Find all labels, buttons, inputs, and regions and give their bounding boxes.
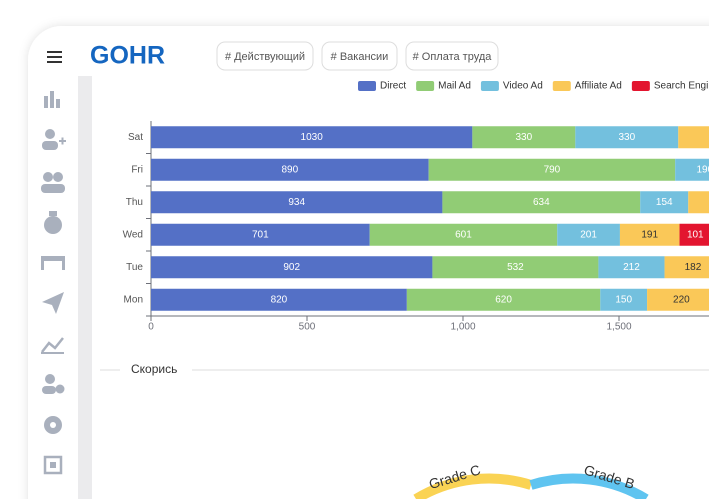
legend-label: Direct [380, 81, 406, 92]
value-label: 330 [515, 132, 532, 143]
legend-swatch [416, 81, 435, 91]
icon-add-user[interactable] [42, 129, 66, 150]
bar-segment [406, 288, 601, 311]
bar-segment [679, 223, 709, 246]
bar-segment [678, 126, 709, 149]
bar-segment [640, 191, 689, 214]
bar-segment [151, 223, 370, 246]
bar-segment [151, 256, 433, 279]
value-label: 902 [283, 262, 300, 273]
value-label: 601 [455, 229, 472, 240]
value-label: 101 [687, 229, 704, 240]
value-label: 212 [623, 262, 640, 273]
legend-swatch [480, 81, 499, 91]
tag[interactable]: # Действующий [216, 41, 314, 71]
legend-label: Affiliate Ad [575, 81, 622, 92]
icon-trend[interactable] [41, 337, 64, 354]
y-tick-label: Tue [126, 262, 143, 273]
x-tick-label: 1,000 [450, 322, 475, 333]
bar-segment [151, 288, 407, 311]
bar-segment [432, 256, 599, 279]
bar-segment [688, 191, 709, 214]
bar-segment [557, 223, 620, 246]
bar-segment [598, 256, 665, 279]
y-tick-label: Mon [124, 294, 143, 305]
value-label: 890 [281, 164, 298, 175]
value-label: 934 [288, 197, 305, 208]
tag[interactable]: # Вакансии [321, 41, 398, 71]
x-tick-label: 1,500 [606, 322, 631, 333]
value-label: 330 [618, 132, 635, 143]
icon-money[interactable] [44, 211, 62, 234]
bar-segment [428, 158, 676, 181]
legend-swatch [358, 81, 376, 91]
value-label: 620 [495, 294, 512, 305]
value-label: 220 [673, 294, 690, 305]
tag-label: # Оплата труда [413, 51, 493, 63]
sidebar [41, 91, 66, 475]
value-label: 150 [615, 294, 632, 305]
bar-segment [151, 191, 443, 214]
chart: 0 500 1,000 1,500 Mon Tue Wed Thu Fri Sat 820 902 70… [123, 81, 709, 333]
value-label: 154 [656, 197, 673, 208]
bar-segment [151, 158, 429, 181]
icon-user-settings[interactable] [42, 374, 65, 394]
y-tick-label: Sat [128, 132, 143, 143]
tag-label: # Вакансии [331, 51, 389, 63]
legend-label: Mail Ad [438, 81, 471, 92]
icon-chip[interactable] [43, 455, 63, 475]
tag-label: # Действующий [225, 51, 305, 63]
logo[interactable]: GOHR [90, 42, 165, 70]
bar-segment [600, 288, 648, 311]
x-tick-label: 0 [148, 322, 154, 333]
icon-settings[interactable] [44, 416, 62, 434]
bar-segment [151, 126, 473, 149]
menu-button[interactable] [47, 51, 62, 63]
legend-label: Search Engine [654, 81, 709, 92]
value-label: 1030 [301, 132, 324, 143]
x-tick-label: 500 [299, 322, 316, 333]
bar-segment [369, 223, 558, 246]
icon-chart[interactable] [44, 91, 60, 108]
icon-send[interactable] [42, 292, 64, 314]
value-label: 634 [533, 197, 550, 208]
bar-segment [575, 126, 679, 149]
scrollbar [78, 76, 92, 504]
bar-segment [664, 256, 709, 279]
value-label: 191 [641, 229, 658, 240]
bar-segment [675, 158, 709, 181]
tag[interactable]: # Оплата труда [405, 41, 499, 71]
icon-users[interactable] [41, 172, 65, 193]
value-label: 201 [580, 229, 597, 240]
icon-barrier[interactable] [41, 256, 65, 270]
value-label: 190 [696, 164, 709, 175]
legend-swatch [631, 81, 650, 91]
bar-segment [442, 191, 641, 214]
value-label: 701 [252, 229, 269, 240]
legend: Direct Mail Ad Video Ad Affiliate Ad Search … [358, 81, 709, 92]
y-tick-label: Wed [123, 229, 143, 240]
y-tick-label: Thu [126, 197, 143, 208]
legend-swatch [552, 81, 571, 91]
value-label: 182 [685, 262, 702, 273]
value-label: 820 [271, 294, 288, 305]
bar-segment [647, 288, 709, 311]
bar-segment [619, 223, 680, 246]
bar-segment [472, 126, 576, 149]
value-label: 532 [507, 262, 524, 273]
value-label: 790 [544, 164, 561, 175]
legend-label: Video Ad [503, 81, 543, 92]
section-title: Скорись [131, 362, 177, 376]
y-tick-label: Fri [131, 164, 143, 175]
